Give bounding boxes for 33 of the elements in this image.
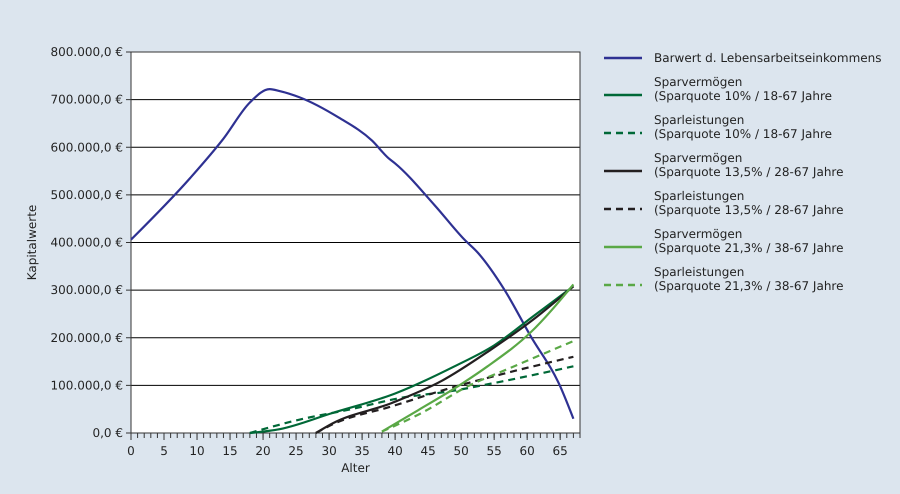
x-tick-label: 25 <box>288 444 304 458</box>
legend-label: Sparvermögen (Sparquote 10% / 18-67 Jahre <box>654 75 832 103</box>
y-tick-label: 100.000,0 € <box>50 378 123 392</box>
y-tick-label: 200.000,0 € <box>50 330 123 345</box>
x-tick-label: 35 <box>354 444 370 458</box>
legend-label: Sparvermögen (Sparquote 13,5% / 28-67 Jahre <box>654 151 844 179</box>
legend-label: Sparleistungen (Sparquote 21,3% / 38-67 Jahre <box>654 265 844 293</box>
legend-label: Sparleistungen (Sparquote 10% / 18-67 Jahre <box>654 113 832 141</box>
y-tick-label: 800.000,0 € <box>50 45 123 59</box>
x-tick-label: 65 <box>552 444 568 458</box>
legend-label: Barwert d. Lebensarbeitseinkommens <box>654 51 882 65</box>
x-tick-label: 30 <box>321 444 337 458</box>
x-tick-label: 0 <box>127 444 135 458</box>
y-tick-label: 400.000,0 € <box>50 236 123 250</box>
y-tick-label: 0,0 € <box>92 426 123 440</box>
x-tick-label: 45 <box>420 444 436 458</box>
x-tick-label: 50 <box>454 444 469 458</box>
line-series <box>130 88 574 420</box>
legend-label: Sparleistungen (Sparquote 13,5% / 28-67 Jahre <box>654 189 844 217</box>
y-axis-title: Kapitalwerte <box>25 204 39 280</box>
x-tick-label: 60 <box>520 444 535 458</box>
legend-label: Sparvermögen (Sparquote 21,3% / 38-67 Jahre <box>654 227 844 255</box>
x-tick-label: 10 <box>189 444 205 458</box>
x-tick-label: 40 <box>387 444 403 458</box>
x-tick-label: 55 <box>486 444 502 458</box>
x-tick-label: 20 <box>255 444 271 458</box>
y-tick-label: 600.000,0 € <box>50 140 123 154</box>
x-tick-label: 5 <box>160 444 168 458</box>
y-tick-label: 500.000,0 € <box>50 188 123 202</box>
y-tick-label: 700.000,0 € <box>50 92 123 107</box>
y-tick-label: 300.000,0 € <box>50 283 123 298</box>
x-tick-label: 15 <box>222 444 238 458</box>
x-axis-title: Alter <box>341 461 370 475</box>
